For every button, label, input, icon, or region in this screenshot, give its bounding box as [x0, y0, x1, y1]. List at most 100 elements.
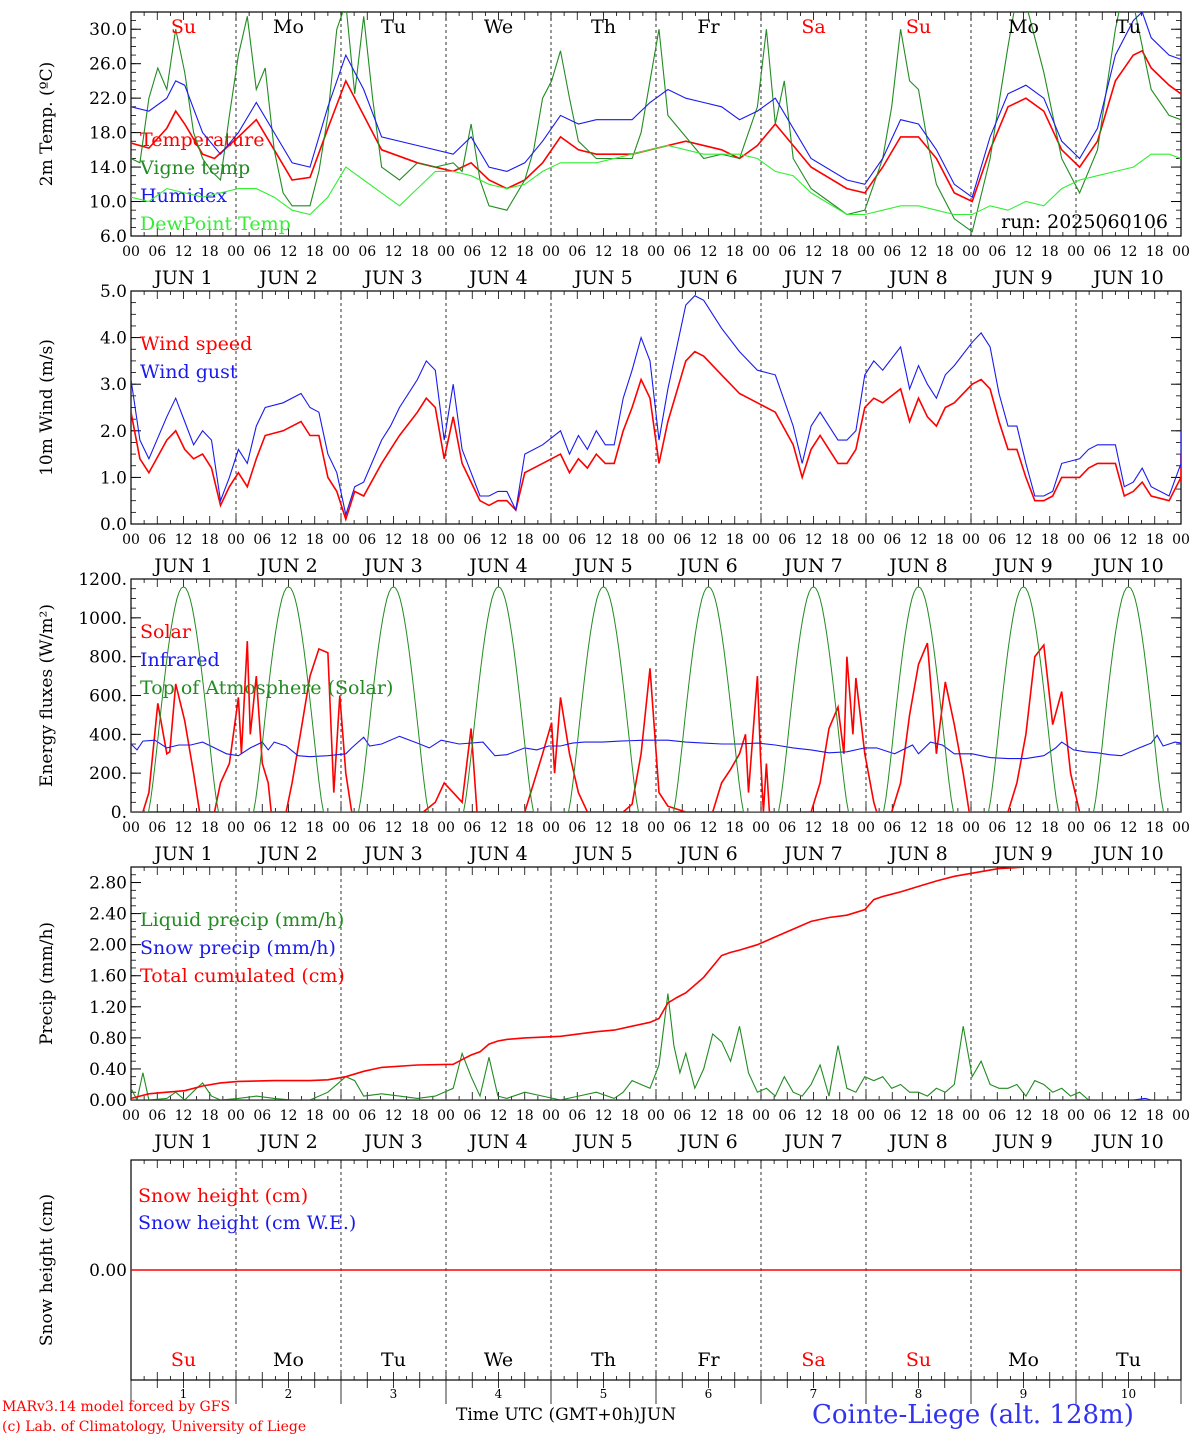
hour-tick-label: 12	[700, 532, 718, 548]
hour-tick-label: 00	[857, 244, 875, 260]
date-label: JUN 9	[992, 267, 1052, 289]
y-tick-label: 0.40	[89, 1060, 127, 1080]
hour-tick-label: 00	[857, 1108, 875, 1124]
y-tick-label: 0.	[111, 803, 127, 823]
model-credit: MARv3.14 model forced by GFS	[2, 1399, 231, 1415]
date-label: JUN 9	[992, 1131, 1052, 1153]
date-label: JUN 6	[677, 267, 737, 289]
y-axis-label: Precip (mm/h)	[37, 922, 57, 1045]
hour-tick-label: 18	[201, 244, 219, 260]
y-tick-label: 26.0	[89, 55, 127, 75]
hour-tick-label: 06	[358, 1108, 376, 1124]
day-name: Th	[591, 16, 616, 38]
day-name: Sa	[801, 16, 825, 38]
hour-tick-label: 18	[201, 532, 219, 548]
legend-entry: Solar	[140, 621, 192, 643]
date-label: JUN 4	[467, 267, 527, 289]
hour-tick-label: 06	[253, 1108, 271, 1124]
hour-tick-label: 18	[411, 820, 429, 836]
hour-tick-label: 06	[778, 532, 796, 548]
series-line-blue	[131, 12, 1181, 199]
hour-tick-label: 18	[1146, 1108, 1164, 1124]
hour-tick-label: 12	[700, 1108, 718, 1124]
hour-tick-label: 00	[227, 532, 245, 548]
date-label: JUN 7	[782, 267, 842, 289]
date-label: JUN 3	[362, 267, 422, 289]
hour-tick-label: 12	[805, 244, 823, 260]
date-label: JUN 2	[257, 267, 317, 289]
hour-tick-label: 18	[831, 820, 849, 836]
hour-tick-label: 18	[201, 820, 219, 836]
hour-tick-label: 18	[831, 532, 849, 548]
time-axis-label-text: Time UTC (GMT+0h)	[456, 1405, 641, 1425]
y-tick-label: 1.60	[89, 967, 127, 987]
y-axis-label: 10m Wind (m/s)	[37, 339, 57, 476]
date-label: JUN 3	[362, 843, 422, 865]
legend-entry: Liquid precip (mm/h)	[140, 909, 344, 931]
series-line-blue	[131, 734, 1181, 760]
hour-tick-label: 12	[175, 244, 193, 260]
y-tick-label: 2.00	[89, 936, 127, 956]
hour-tick-label: 00	[647, 244, 665, 260]
series-line-red	[131, 867, 1181, 1100]
date-number: 1	[180, 1387, 188, 1401]
hour-tick-label: 06	[358, 820, 376, 836]
hour-tick-label: 18	[831, 244, 849, 260]
date-label: JUN 5	[572, 555, 632, 577]
date-label: JUN 10	[1091, 267, 1163, 289]
y-tick-label: 10.0	[89, 193, 127, 213]
date-label: JUN 7	[782, 555, 842, 577]
hour-tick-label: 00	[437, 244, 455, 260]
hour-tick-label: 12	[1120, 244, 1138, 260]
hour-tick-label: 00	[1067, 244, 1085, 260]
hour-tick-label: 06	[148, 532, 166, 548]
day-name: Mo	[273, 1349, 304, 1371]
hour-tick-label: 18	[621, 244, 639, 260]
hour-tick-label: 06	[778, 244, 796, 260]
hour-tick-label: 00	[332, 1108, 350, 1124]
hour-tick-label: 12	[175, 820, 193, 836]
legend-entry: Infrared	[140, 649, 220, 671]
y-tick-label: 200.	[89, 764, 127, 784]
hour-tick-label: 18	[516, 1108, 534, 1124]
date-label: JUN 2	[257, 1131, 317, 1153]
legend-entry: Vigne temp	[139, 157, 250, 179]
day-name: Su	[906, 1349, 931, 1371]
date-number: 6	[705, 1387, 713, 1401]
series-line-red	[131, 49, 1181, 203]
hour-tick-label: 12	[1015, 532, 1033, 548]
date-label: JUN 5	[572, 1131, 632, 1153]
hour-tick-label: 12	[280, 244, 298, 260]
hour-tick-label: 12	[385, 1108, 403, 1124]
y-tick-label: 1.20	[89, 998, 127, 1018]
date-number: 3	[390, 1387, 398, 1401]
hour-tick-label: 18	[726, 532, 744, 548]
y-tick-label: 1000.	[78, 609, 127, 629]
hour-tick-label: 12	[910, 532, 928, 548]
date-label: JUN 9	[992, 843, 1052, 865]
hour-tick-label: 06	[988, 820, 1006, 836]
hour-tick-label: 18	[306, 532, 324, 548]
day-name: Su	[171, 16, 196, 38]
hour-tick-label: 00	[122, 820, 140, 836]
date-label: JUN 10	[1091, 555, 1163, 577]
hour-tick-label: 12	[910, 820, 928, 836]
hour-tick-label: 12	[700, 820, 718, 836]
hour-tick-label: 00	[437, 820, 455, 836]
legend-entry: Top of Atmosphere (Solar)	[140, 677, 393, 699]
hour-tick-label: 00	[542, 244, 560, 260]
hour-tick-label: 12	[175, 1108, 193, 1124]
hour-tick-label: 12	[490, 244, 508, 260]
date-label: JUN 6	[677, 843, 737, 865]
hour-tick-label: 06	[988, 532, 1006, 548]
hour-tick-label: 12	[1015, 820, 1033, 836]
hour-tick-label: 18	[516, 244, 534, 260]
legend-entry: Wind gust	[140, 361, 238, 383]
hour-tick-label: 00	[122, 1108, 140, 1124]
hour-tick-label: 00	[857, 532, 875, 548]
hour-tick-label: 12	[595, 1108, 613, 1124]
hour-tick-label: 18	[1146, 820, 1164, 836]
hour-tick-label: 18	[936, 532, 954, 548]
series-line-blue	[131, 295, 1181, 517]
day-name: Su	[906, 16, 931, 38]
